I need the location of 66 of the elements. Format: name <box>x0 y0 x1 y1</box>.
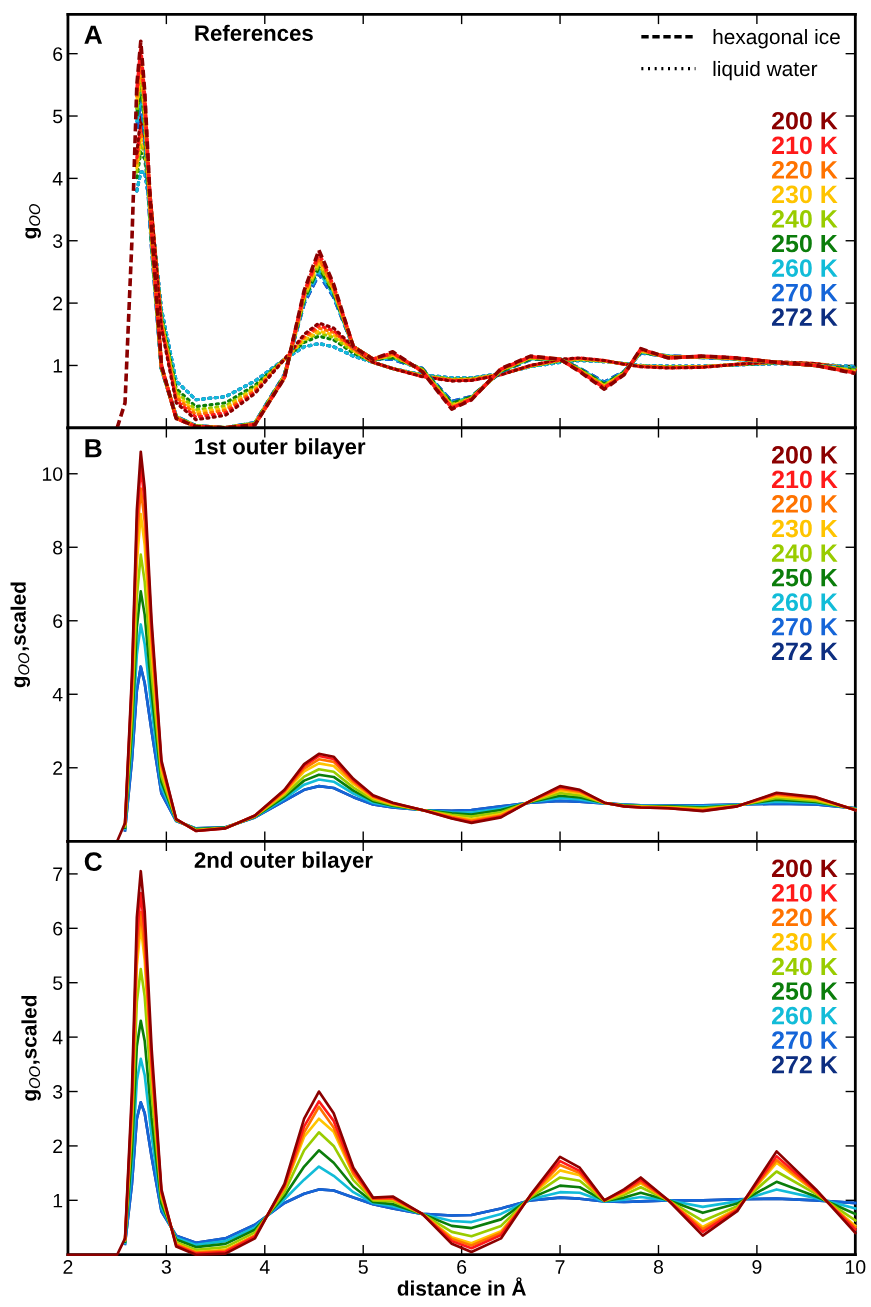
text: 210 K <box>771 883 838 902</box>
text: 220 K <box>771 908 838 927</box>
annotation: B <box>85 439 102 458</box>
chart-title: References <box>195 24 313 42</box>
series-label: 272 K <box>771 308 838 326</box>
chart-title: 1st outer bilayer <box>195 438 366 459</box>
text: 260 K <box>771 1006 838 1025</box>
x-tick-label: 9 <box>752 1260 762 1274</box>
text: 200 K <box>771 111 838 130</box>
text: 250 K <box>771 982 838 1000</box>
x-tick-label: 7 <box>555 1260 565 1274</box>
chart-title: 2nd outer bilayer <box>194 851 373 873</box>
y-tick-label: 6 <box>53 921 63 936</box>
y-axis-title: g$_{OO}$,scaled <box>21 995 41 1101</box>
text: 230 K <box>771 519 838 538</box>
x-tick-label: 2 <box>63 1260 73 1274</box>
text: 270 K <box>771 617 838 636</box>
text: 270 K <box>771 1031 838 1050</box>
text: 260 K <box>771 593 838 612</box>
x-tick-label: 5 <box>358 1260 368 1274</box>
y-tick-label: 4 <box>52 687 63 702</box>
text: 250 K <box>771 568 838 587</box>
y-tick-label: 2 <box>53 296 63 311</box>
text: 240 K <box>771 210 838 228</box>
y-tick-label: 7 <box>53 867 63 881</box>
y-tick-label: 5 <box>53 109 63 124</box>
y-tick-label: 2 <box>53 1139 63 1153</box>
text: 230 K <box>771 933 838 951</box>
y-tick-label: 1 <box>53 1193 63 1208</box>
annotation: liquid water <box>713 60 818 81</box>
y-tick-label: 6 <box>53 614 63 628</box>
y-tick-label: 3 <box>53 234 63 248</box>
y-tick-label: 4 <box>52 172 63 186</box>
text: 240 K <box>771 544 838 562</box>
x-tick-label: 10 <box>845 1260 866 1274</box>
y-tick-label: 3 <box>53 1084 63 1099</box>
text: 210 K <box>771 136 838 155</box>
text: 230 K <box>771 185 838 204</box>
annotation: C <box>84 852 103 871</box>
x-tick-label: 6 <box>457 1260 467 1274</box>
text: 200 K <box>771 445 838 464</box>
x-axis-title: distance in Å <box>397 1277 526 1296</box>
text: 272 K <box>771 642 838 660</box>
y-axis-title: g$_{OO}$ <box>25 204 41 239</box>
x-tick-label: 4 <box>259 1260 270 1274</box>
text: 200 K <box>771 859 838 878</box>
text: 250 K <box>771 234 838 253</box>
text: 210 K <box>771 470 838 489</box>
annotation: hexagonal ice <box>713 28 840 49</box>
y-axis-title: g$_{OO}$,scaled <box>10 582 31 688</box>
y-tick-label: 10 <box>42 467 63 481</box>
x-tick-label: 3 <box>161 1260 171 1274</box>
y-tick-label: 2 <box>53 761 63 775</box>
x-tick-label: 8 <box>653 1260 664 1274</box>
text: 220 K <box>771 495 838 513</box>
y-tick-label: 6 <box>53 47 63 61</box>
y-tick-label: 5 <box>53 976 63 990</box>
annotation: A <box>84 25 103 44</box>
y-tick-label: 8 <box>53 540 63 555</box>
y-tick-label: 1 <box>53 359 63 373</box>
text: 220 K <box>771 161 838 179</box>
y-tick-label: 4 <box>52 1030 63 1045</box>
text: 260 K <box>771 259 838 277</box>
text: 270 K <box>771 283 838 302</box>
text: 272 K <box>771 1055 838 1074</box>
text: 240 K <box>771 957 838 976</box>
